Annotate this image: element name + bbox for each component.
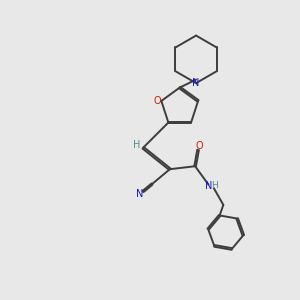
Text: N: N: [192, 78, 200, 88]
Text: O: O: [196, 141, 203, 151]
Text: O: O: [154, 96, 162, 106]
Text: H: H: [211, 181, 217, 190]
Text: H: H: [133, 140, 140, 150]
Text: N: N: [206, 181, 213, 191]
Text: N: N: [136, 190, 143, 200]
